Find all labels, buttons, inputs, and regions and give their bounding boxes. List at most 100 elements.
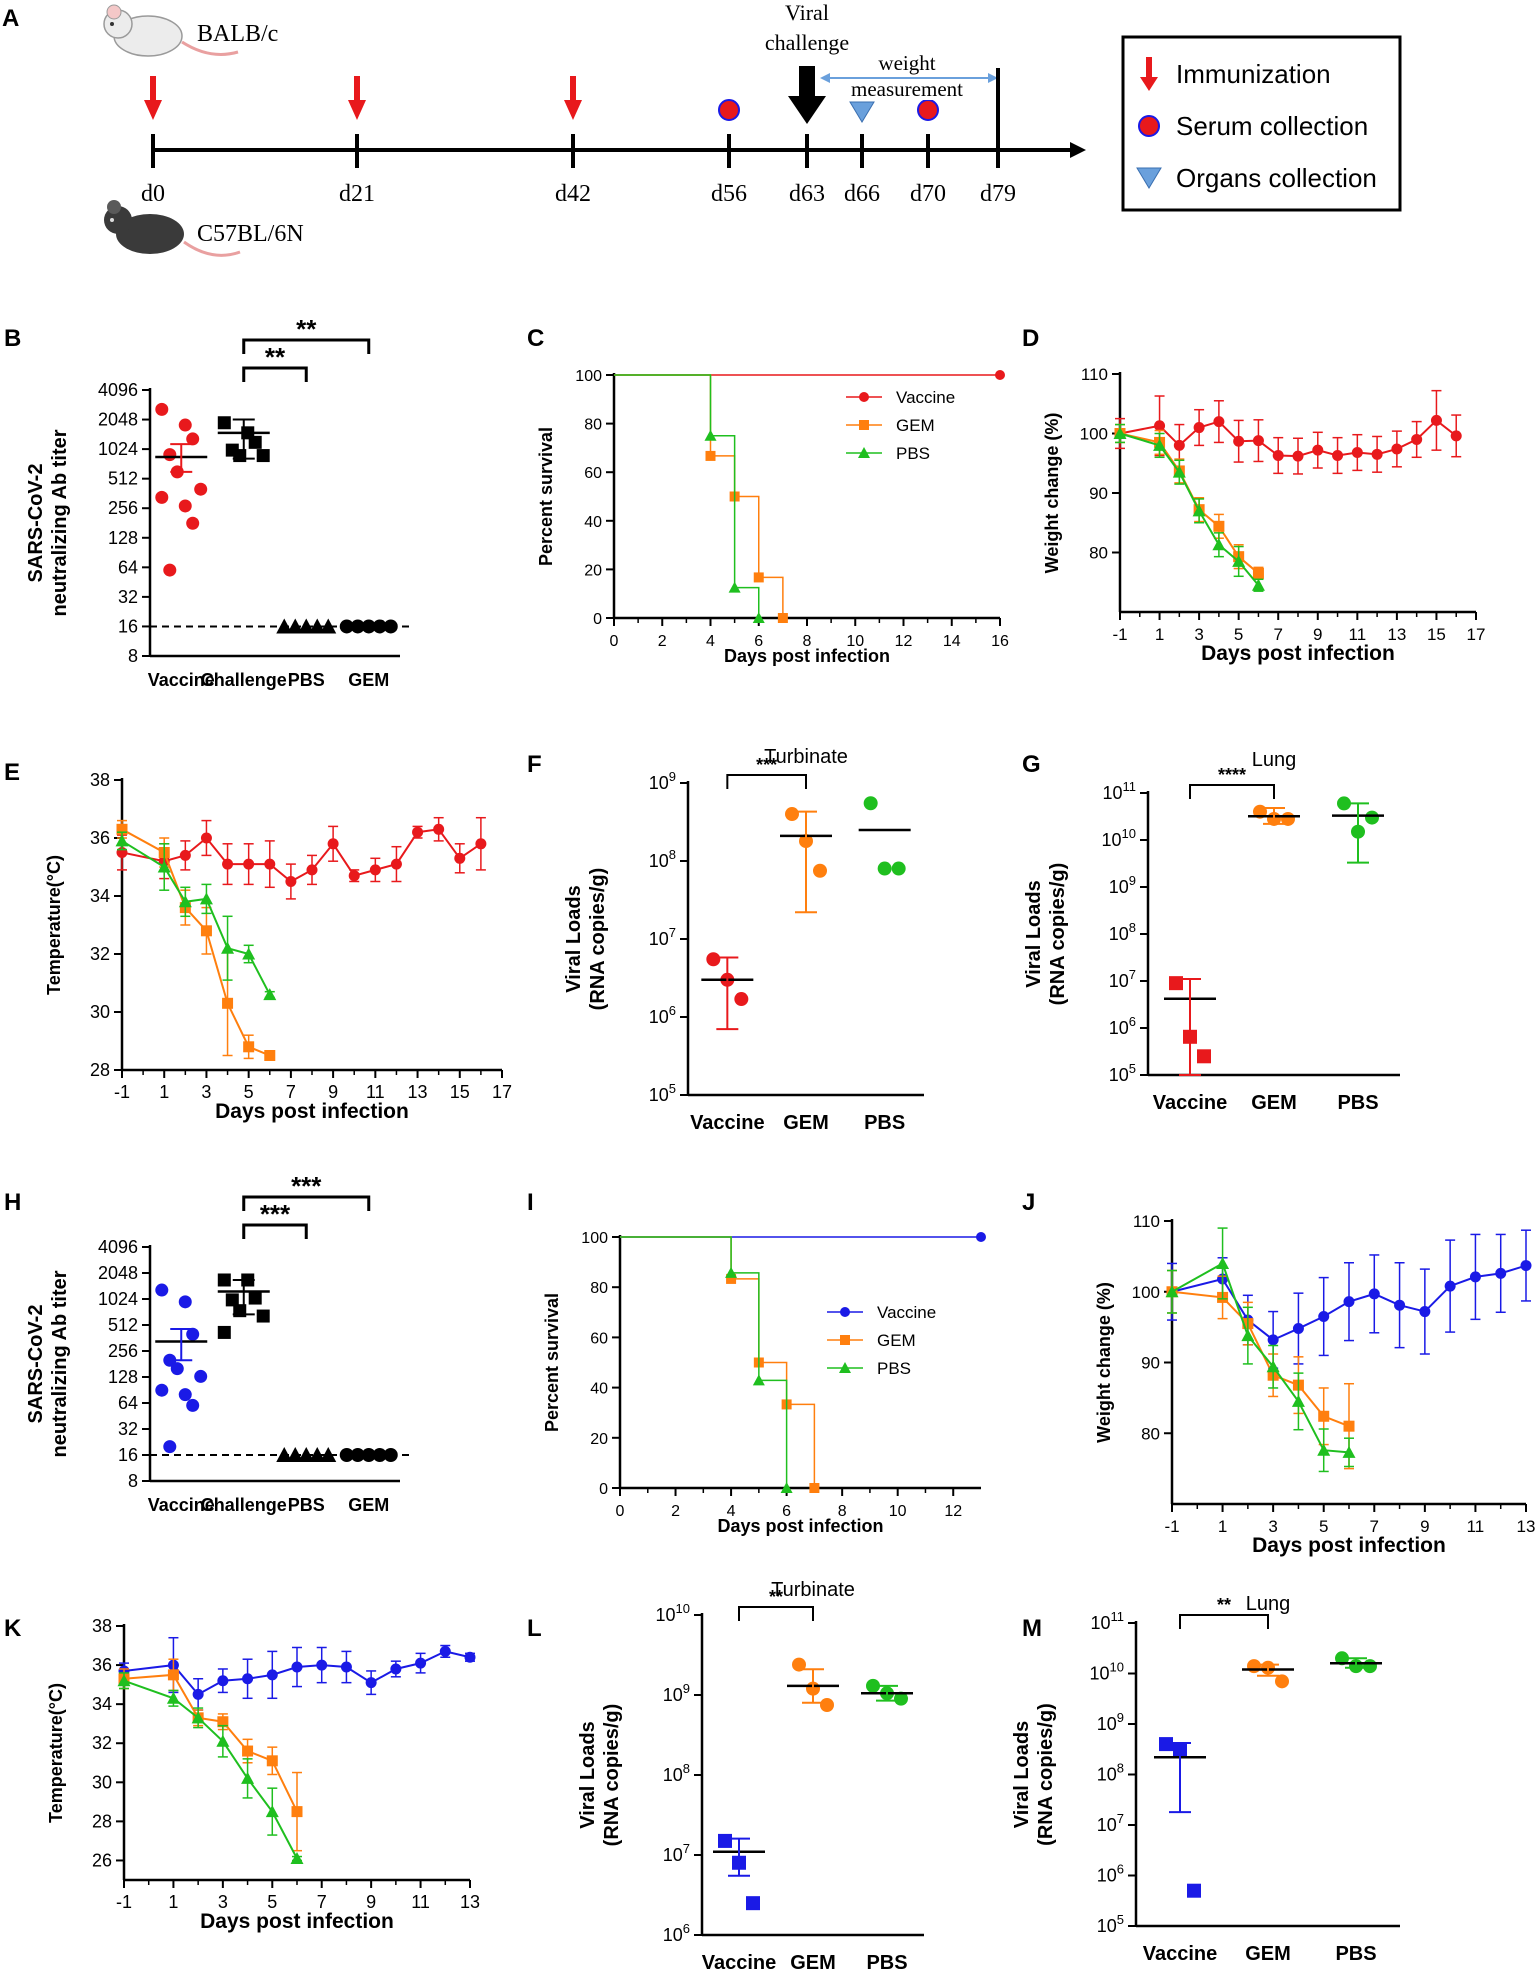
x-tick-label: 8: [803, 633, 812, 650]
data-point: [1363, 1659, 1377, 1674]
data-point: [792, 1657, 806, 1672]
legend-serum-label: Serum collection: [1176, 111, 1368, 141]
significance-label: ****: [1218, 765, 1246, 785]
data-point: [155, 402, 169, 416]
data-point: [1192, 504, 1206, 517]
significance-bracket: ***: [726, 755, 807, 789]
x-tick-label: 7: [1370, 1517, 1379, 1536]
legend-label: PBS: [896, 444, 930, 463]
significance-bracket: **: [242, 342, 308, 382]
survival-step-line: [620, 1236, 788, 1488]
y-tick-label: 4096: [98, 1237, 138, 1257]
x-tick-label: 2: [671, 1503, 680, 1520]
series-gem: [1166, 1269, 1355, 1470]
data-point: [995, 370, 1005, 380]
y-tick-label: 100: [1132, 1283, 1160, 1302]
category-label: PBS: [288, 1495, 325, 1515]
serum-marker-d70: [917, 99, 939, 121]
red-arrow-icon: [1140, 57, 1158, 91]
y-tick-label: 109: [663, 1681, 690, 1705]
data-point: [415, 1657, 427, 1669]
x-tick-label: -1: [116, 1892, 132, 1912]
data-point: [327, 838, 339, 850]
y-tick-label: 109: [1097, 1710, 1124, 1734]
series-pbs: [1113, 423, 1265, 592]
series-gem: [339, 1448, 398, 1462]
legend-marker: [840, 1307, 850, 1317]
data-point: [1193, 422, 1205, 434]
x-tick-label: 10: [889, 1503, 907, 1520]
data-point: [298, 1447, 315, 1462]
bracket-line: [242, 366, 308, 382]
series-gem: [787, 1657, 839, 1712]
data-point: [186, 516, 200, 530]
y-axis-label: neutralizing Ab titer: [49, 429, 71, 616]
x-tick-label: 13: [1517, 1517, 1536, 1536]
data-point: [1495, 1267, 1507, 1279]
x-tick-label: 10: [846, 633, 864, 650]
series-vaccine: [116, 816, 487, 900]
legend-label: Vaccine: [877, 1303, 936, 1322]
legend-marker: [840, 1335, 850, 1345]
y-tick-label: 2048: [98, 410, 138, 430]
y-tick-label: 0: [593, 611, 602, 628]
data-point: [216, 1734, 230, 1747]
series-pbs: [620, 1236, 793, 1493]
data-point: [1292, 1323, 1304, 1335]
data-point: [155, 1383, 169, 1397]
panel-letter-l: L: [527, 1615, 542, 1642]
y-tick-label: 4096: [98, 380, 138, 400]
y-tick-label: 512: [108, 1315, 138, 1335]
data-point: [820, 1697, 834, 1712]
data-point: [221, 941, 235, 954]
data-point: [200, 832, 212, 844]
significance-label: **: [296, 314, 317, 344]
data-point: [222, 858, 234, 870]
x-tick-label: 16: [991, 633, 1009, 650]
x-tick-label: 13: [408, 1082, 428, 1102]
y-tick-label: 32: [90, 944, 110, 964]
significance-bracket: **: [1179, 1595, 1269, 1629]
data-point: [194, 1369, 208, 1383]
data-point: [752, 1374, 765, 1386]
y-tick-label: 34: [90, 886, 110, 906]
x-tick-label: 12: [895, 633, 913, 650]
weight-label-backdrop: [870, 52, 946, 74]
series-gem: [1114, 423, 1264, 581]
legend-organs: Organs collection: [1136, 163, 1377, 193]
weight-measurement-label-1: weight: [878, 51, 935, 75]
timeline-ticks: [151, 134, 1000, 168]
data-point: [1232, 554, 1246, 567]
chart-title: Lung: [1252, 749, 1297, 771]
series-vaccine: [155, 402, 208, 577]
immunization-arrow-icon: [348, 76, 366, 120]
y-tick-label: 0: [599, 1481, 608, 1498]
data-point: [891, 861, 906, 876]
series-vaccine: [1154, 1737, 1206, 1898]
x-axis-label: Days post infection: [1201, 642, 1395, 665]
data-point: [291, 1806, 303, 1818]
data-point: [115, 834, 129, 847]
data-point: [1113, 427, 1127, 439]
series-vaccine: [713, 1833, 765, 1911]
x-tick-label: 1: [168, 1892, 178, 1912]
panel-letter-b: B: [4, 325, 21, 352]
survival-step-line: [620, 1236, 816, 1488]
y-axis-label: Percent survival: [536, 427, 556, 566]
data-point: [1275, 1674, 1289, 1689]
panel-b: B 8 16 32 64 128 256 512 1024 2048 4096 SARS-CoV-2 n…: [4, 314, 412, 690]
category-label: GEM: [348, 670, 389, 690]
data-point: [276, 618, 293, 634]
data-point: [705, 450, 716, 461]
category-label: GEM: [790, 1952, 836, 1974]
data-point: [155, 490, 169, 504]
y-axis-label: SARS-CoV-2: [25, 464, 47, 583]
y-tick-label: 36: [92, 1655, 112, 1675]
series-vaccine: [1114, 389, 1462, 475]
data-point: [340, 1661, 352, 1673]
data-point: [863, 796, 878, 811]
y-tick-label: 8: [128, 646, 138, 666]
y-axis-label: Temperature(°C): [44, 855, 64, 995]
x-tick-label: 7: [1273, 625, 1282, 644]
series-pbs: [614, 374, 765, 623]
